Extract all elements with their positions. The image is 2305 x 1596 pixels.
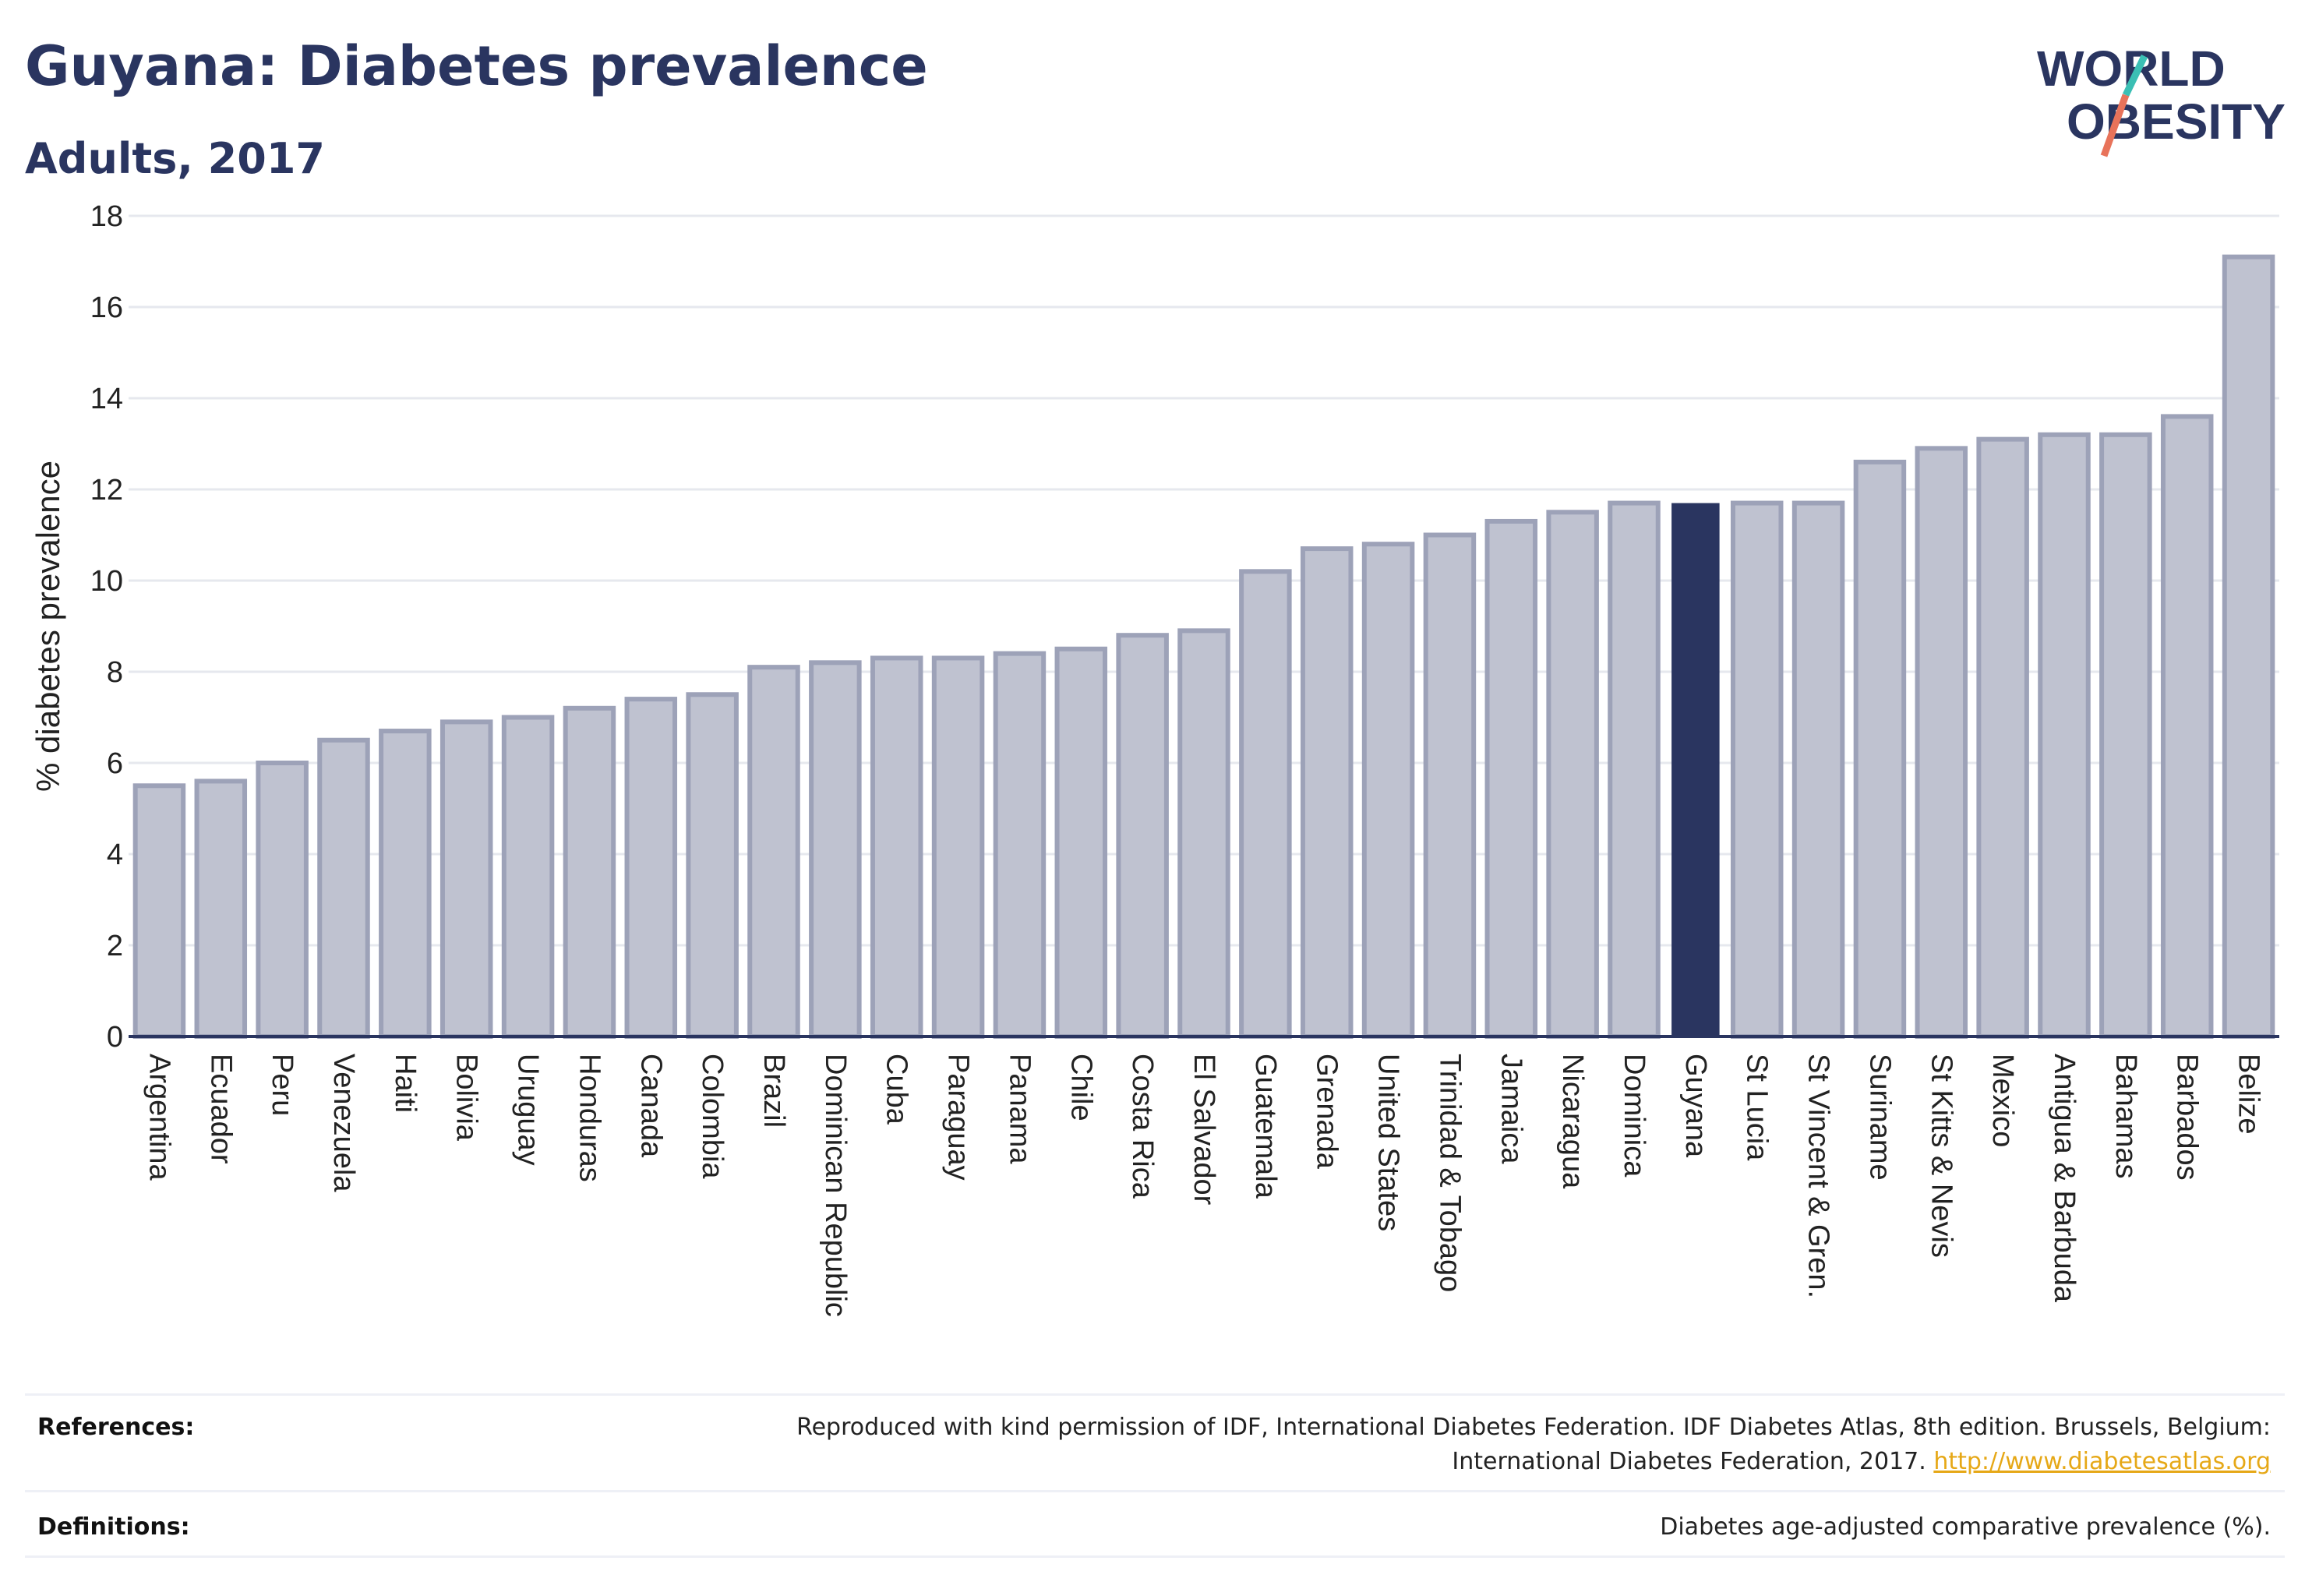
x-tick-label: Brazil bbox=[757, 1054, 790, 1128]
logo-word-obesity: OBESITY bbox=[2067, 94, 2286, 150]
y-tick-label: 14 bbox=[90, 383, 123, 415]
y-tick-label: 12 bbox=[90, 474, 123, 507]
x-tick-label: Grenada bbox=[1311, 1054, 1343, 1170]
bar bbox=[1608, 500, 1661, 1039]
bar bbox=[624, 697, 678, 1039]
bar-highlight bbox=[1671, 503, 1720, 1036]
bar bbox=[1239, 569, 1292, 1039]
x-tick-label: Canada bbox=[634, 1054, 667, 1158]
x-tick-label: Panama bbox=[1003, 1054, 1036, 1164]
y-tick-label: 10 bbox=[90, 565, 123, 598]
bar bbox=[1423, 532, 1477, 1039]
bar bbox=[2222, 254, 2275, 1039]
bar bbox=[993, 651, 1047, 1039]
x-tick-label: Colombia bbox=[696, 1054, 729, 1179]
bar bbox=[1116, 633, 1169, 1039]
bar bbox=[2099, 432, 2152, 1039]
x-tick-label: Barbados bbox=[2171, 1054, 2204, 1181]
y-tick-label: 6 bbox=[107, 747, 123, 780]
bar bbox=[2160, 414, 2214, 1039]
x-tick-label: Mexico bbox=[1986, 1054, 2019, 1147]
world-obesity-logo: WORLD OBESITY bbox=[2037, 41, 2286, 157]
references-link[interactable]: http://www.diabetesatlas.org bbox=[1933, 1448, 2271, 1475]
footer-divider-top bbox=[25, 1393, 2285, 1396]
references-line-1: Reproduced with kind permission of IDF, … bbox=[796, 1414, 2271, 1441]
footer-divider-bottom bbox=[25, 1555, 2285, 1558]
x-tick-label: Nicaragua bbox=[1556, 1054, 1589, 1189]
x-tick-label: Guatemala bbox=[1249, 1054, 1282, 1199]
x-tick-label: Trinidad & Tobago bbox=[1433, 1054, 1466, 1292]
x-tick-label: Dominica bbox=[1618, 1054, 1650, 1178]
x-tick-label: Peru bbox=[266, 1054, 298, 1116]
y-tick-label: 2 bbox=[107, 930, 123, 962]
x-tick-label: Costa Rica bbox=[1126, 1054, 1159, 1199]
bar bbox=[809, 660, 862, 1039]
x-tick-label: Paraguay bbox=[942, 1054, 975, 1181]
bar bbox=[1484, 518, 1538, 1039]
bar bbox=[194, 779, 248, 1040]
bar bbox=[2038, 432, 2091, 1039]
bar bbox=[1730, 500, 1784, 1039]
bar bbox=[379, 729, 432, 1039]
bar bbox=[1791, 500, 1845, 1039]
bar bbox=[870, 655, 923, 1039]
x-tick-label: Argentina bbox=[143, 1054, 175, 1181]
x-tick-label: United States bbox=[1372, 1054, 1405, 1231]
references-text: Reproduced with kind permission of IDF, … bbox=[556, 1411, 2271, 1479]
bar bbox=[317, 737, 370, 1039]
bar bbox=[1853, 459, 1907, 1039]
bar bbox=[439, 719, 493, 1039]
bar bbox=[931, 655, 985, 1039]
x-tick-label: Suriname bbox=[1863, 1054, 1896, 1181]
x-tick-label: Bahamas bbox=[2109, 1054, 2142, 1179]
x-tick-label: Dominican Republic bbox=[819, 1054, 852, 1317]
y-tick-label: 4 bbox=[107, 839, 123, 871]
x-tick-label: St Lucia bbox=[1741, 1054, 1774, 1161]
y-tick-label: 16 bbox=[90, 291, 123, 324]
x-tick-label: St Vincent & Gren. bbox=[1802, 1054, 1835, 1298]
y-tick-label: 8 bbox=[107, 656, 123, 689]
x-tick-label: Antigua & Barbuda bbox=[2048, 1054, 2081, 1303]
references-label: References: bbox=[37, 1414, 195, 1441]
logo-slash-teal bbox=[2122, 55, 2148, 97]
logo-slash-coral bbox=[2100, 94, 2130, 157]
x-tick-label: Uruguay bbox=[512, 1054, 545, 1166]
x-tick-label: Belize bbox=[2233, 1054, 2265, 1135]
bar bbox=[1546, 510, 1599, 1039]
chart-title: Guyana: Diabetes prevalence bbox=[25, 34, 928, 98]
x-tick-label: Jamaica bbox=[1495, 1054, 1527, 1164]
x-tick-label: St Kitts & Nevis bbox=[1925, 1054, 1957, 1258]
definitions-label: Definitions: bbox=[37, 1513, 190, 1541]
x-tick-label: El Salvador bbox=[1188, 1054, 1220, 1206]
bar bbox=[1054, 646, 1108, 1039]
y-tick-label: 0 bbox=[107, 1021, 123, 1054]
x-tick-label: Ecuador bbox=[204, 1054, 237, 1164]
bar bbox=[132, 783, 186, 1039]
bar bbox=[563, 705, 616, 1039]
definitions-text: Diabetes age-adjusted comparative preval… bbox=[1660, 1513, 2271, 1541]
x-tick-label: Venezuela bbox=[327, 1054, 360, 1192]
bar-chart: 0 2 4 6 8 10 12 14 16 18 % diabetes prevalence Arge… bbox=[30, 200, 2279, 1317]
bar bbox=[1976, 436, 2029, 1039]
chart-subtitle: Adults, 2017 bbox=[25, 134, 325, 183]
footer-divider-middle bbox=[25, 1490, 2285, 1492]
bar bbox=[256, 761, 309, 1039]
x-tick-label: Haiti bbox=[389, 1054, 422, 1113]
bar bbox=[1915, 446, 1968, 1039]
x-tick-label: Honduras bbox=[573, 1054, 605, 1182]
bar bbox=[501, 715, 555, 1039]
bar bbox=[1300, 546, 1354, 1039]
references-line-2: International Diabetes Federation, 2017. bbox=[1452, 1448, 1926, 1475]
bar bbox=[747, 665, 800, 1040]
bar bbox=[1177, 628, 1230, 1039]
y-axis-label: % diabetes prevalence bbox=[30, 461, 66, 792]
x-tick-label: Guyana bbox=[1679, 1054, 1712, 1158]
bar bbox=[1361, 542, 1415, 1039]
bar bbox=[686, 692, 739, 1039]
x-tick-label: Bolivia bbox=[450, 1054, 483, 1142]
x-tick-label: Chile bbox=[1064, 1054, 1097, 1121]
y-tick-label: 18 bbox=[90, 200, 123, 233]
x-tick-label: Cuba bbox=[881, 1054, 913, 1125]
